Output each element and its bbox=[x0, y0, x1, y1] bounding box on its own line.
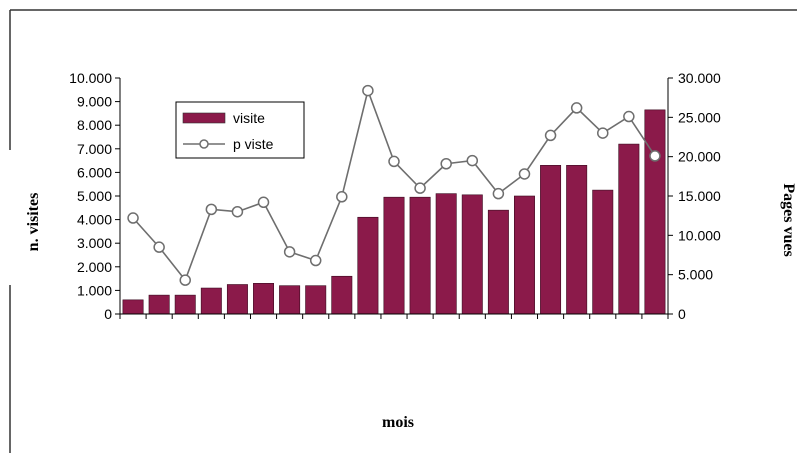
legend-marker-p-viste bbox=[199, 139, 209, 149]
bar-visite bbox=[200, 287, 222, 315]
marker-p-viste bbox=[257, 196, 270, 209]
y-tick-label-right: 15.000 bbox=[678, 188, 721, 204]
bar-visite bbox=[461, 194, 483, 315]
y-tick-label-left: 5.000 bbox=[77, 188, 112, 204]
marker-p-viste bbox=[440, 157, 452, 170]
y-tick-label-left: 9.000 bbox=[77, 94, 112, 110]
bar-visite bbox=[174, 294, 196, 315]
legend: visite p viste bbox=[175, 101, 305, 159]
bar-visite bbox=[148, 294, 170, 315]
marker-p-viste bbox=[283, 246, 296, 258]
y-tick-label-right: 20.000 bbox=[678, 149, 721, 165]
y-tick-label-left: 8.000 bbox=[77, 117, 112, 133]
marker-p-viste bbox=[179, 274, 191, 286]
bar-visite bbox=[253, 283, 275, 315]
y-tick-label-left: 2.000 bbox=[77, 259, 112, 275]
y-tick-label-right: 10.000 bbox=[678, 227, 721, 243]
bar-visite bbox=[383, 196, 405, 315]
marker-p-viste bbox=[466, 154, 479, 167]
bar-visite bbox=[357, 216, 379, 315]
marker-p-viste bbox=[309, 254, 322, 267]
y-tick-label-left: 6.000 bbox=[77, 164, 112, 180]
legend-box bbox=[175, 101, 305, 159]
y-tick-label-left: 4.000 bbox=[77, 212, 112, 228]
y-tick-label-left: 7.000 bbox=[77, 141, 112, 157]
marker-p-viste bbox=[492, 187, 505, 200]
marker-p-viste bbox=[205, 203, 218, 216]
legend-swatch-visite bbox=[182, 112, 226, 124]
marker-p-viste bbox=[153, 241, 165, 253]
y-tick-label-right: 25.000 bbox=[678, 109, 721, 125]
bar-visite bbox=[409, 196, 431, 315]
marker-p-viste bbox=[518, 168, 531, 180]
bar-visite bbox=[279, 285, 301, 315]
bar-visite bbox=[435, 193, 457, 315]
marker-p-viste bbox=[362, 84, 374, 97]
bar-visite bbox=[566, 165, 588, 315]
legend-label-visite: visite bbox=[233, 110, 265, 126]
left-axis-ticks: 0 1.000 2.000 3.000 4.000 5.000 6.000 7.000 8.00… bbox=[69, 70, 120, 322]
bar-visite bbox=[122, 299, 144, 315]
marker-p-viste bbox=[127, 212, 139, 224]
y-axis-title-right: Pages vues bbox=[780, 183, 797, 256]
marker-p-viste bbox=[336, 191, 348, 203]
y-tick-label-left: 3.000 bbox=[77, 235, 112, 251]
y-tick-label-left: 10.000 bbox=[69, 70, 112, 86]
right-axis-ticks: 0 5.000 10.000 15.000 20.000 25.000 30.000 bbox=[668, 70, 721, 322]
bar-visite bbox=[331, 275, 353, 315]
y-tick-label-left: 0 bbox=[104, 306, 112, 322]
marker-p-viste bbox=[544, 129, 557, 142]
y-tick-label-left: 1.000 bbox=[77, 282, 112, 298]
y-tick-label-right: 5.000 bbox=[678, 267, 713, 283]
marker-p-viste bbox=[649, 150, 661, 162]
marker-p-viste bbox=[570, 102, 583, 114]
marker-p-viste bbox=[231, 205, 244, 218]
bar-visite bbox=[487, 209, 509, 315]
marker-p-viste bbox=[414, 182, 426, 194]
bar-visite bbox=[513, 195, 535, 315]
y-tick-label-right: 30.000 bbox=[678, 70, 721, 86]
bar-visite bbox=[226, 284, 248, 315]
y-axis-title-left: n. visites bbox=[25, 193, 42, 252]
marker-p-viste bbox=[597, 127, 609, 139]
bar-visite bbox=[592, 189, 614, 315]
y-tick-label-right: 0 bbox=[678, 306, 686, 322]
bar-visite bbox=[540, 165, 562, 315]
bar-visite bbox=[644, 109, 666, 315]
x-axis-title: mois bbox=[382, 414, 414, 431]
legend-label-p-viste: p viste bbox=[233, 136, 274, 152]
bar-visite bbox=[305, 285, 327, 315]
bar-visite bbox=[618, 143, 640, 315]
marker-p-viste bbox=[388, 155, 400, 168]
plot-area bbox=[119, 78, 669, 319]
marker-p-viste bbox=[623, 110, 635, 123]
